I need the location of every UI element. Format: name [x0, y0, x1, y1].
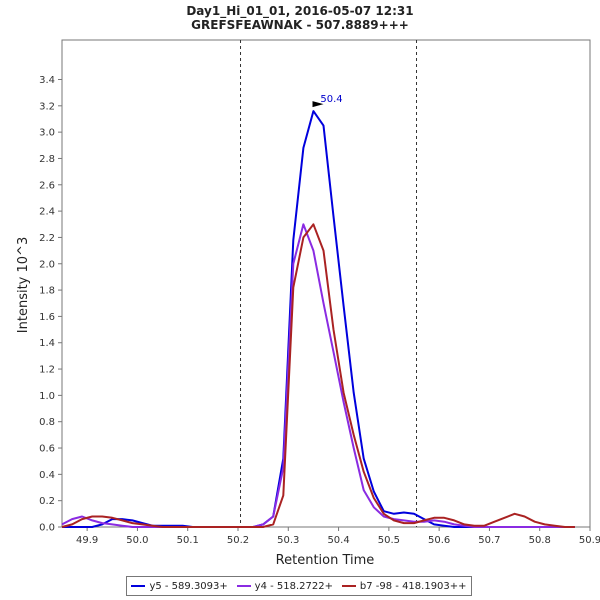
y-tick-label: 2.2	[39, 233, 55, 244]
y-axis-label: Intensity 10^3	[16, 237, 31, 333]
y-tick-label: 1.8	[39, 286, 55, 297]
y-tick-label: 0.0	[39, 523, 55, 534]
legend-item: y4 - 518.2722+	[236, 580, 333, 592]
series-line-b7	[61, 223, 575, 528]
x-axis-label: Retention Time	[276, 553, 375, 568]
legend-label: y4 - 518.2722+	[254, 580, 333, 592]
chart-legend: y5 - 589.3093+ y4 - 518.2722+ b7 -98 - 418…	[126, 576, 472, 596]
y-tick-label: 3.2	[39, 101, 55, 112]
x-tick-label: 50.3	[277, 535, 299, 546]
y-tick-label: 2.4	[39, 207, 55, 218]
x-tick-label: 50.8	[529, 535, 551, 546]
y-tick-label: 1.4	[39, 338, 55, 349]
legend-item: b7 -98 - 418.1903++	[341, 580, 467, 592]
x-tick-label: 50.6	[428, 535, 450, 546]
y-tick-label: 3.0	[39, 128, 55, 139]
y-tick-label: 2.8	[39, 154, 55, 165]
legend-label: b7 -98 - 418.1903++	[359, 580, 467, 592]
plot-area: 49.9 50.0 50.1 50.2 50.3 50.4 50.5 50.6 50.7 50.8…	[39, 39, 600, 546]
y-tick-label: 2.0	[39, 259, 55, 270]
y-tick-label: 1.0	[39, 391, 55, 402]
peak-marker-icon	[312, 101, 324, 108]
chart-title: Day1_Hi_01_01, 2016-05-07 12:31	[186, 4, 413, 19]
legend-item: y5 - 589.3093+	[131, 580, 228, 592]
series-line-y4	[61, 223, 575, 528]
y-tick-label: 0.2	[39, 496, 55, 507]
y-tick-label: 3.4	[39, 75, 55, 86]
x-tick-label: 50.1	[177, 535, 199, 546]
x-tick-label: 50.2	[227, 535, 249, 546]
y-tick-label: 0.6	[39, 444, 55, 455]
y-tick-label: 1.6	[39, 312, 55, 323]
legend-swatch	[131, 585, 146, 587]
chart-subtitle: GREFSFEAWNAK - 507.8889+++	[191, 18, 409, 32]
legend-label: y5 - 589.3093+	[149, 580, 228, 592]
x-tick-label: 50.5	[378, 535, 400, 546]
y-tick-label: 1.2	[39, 365, 55, 376]
x-tick-label: 49.9	[76, 535, 98, 546]
peak-label: 50.4	[320, 94, 342, 105]
x-tick-label: 50.0	[126, 535, 148, 546]
legend-swatch	[341, 585, 356, 587]
y-tick-label: 0.8	[39, 417, 55, 428]
x-tick-label: 50.4	[327, 535, 349, 546]
x-tick-label: 50.9	[579, 535, 600, 546]
legend-swatch	[236, 585, 251, 587]
y-tick-label: 2.6	[39, 180, 55, 191]
x-tick-label: 50.7	[478, 535, 500, 546]
y-tick-label: 0.4	[39, 470, 55, 481]
plot-frame	[61, 39, 591, 528]
